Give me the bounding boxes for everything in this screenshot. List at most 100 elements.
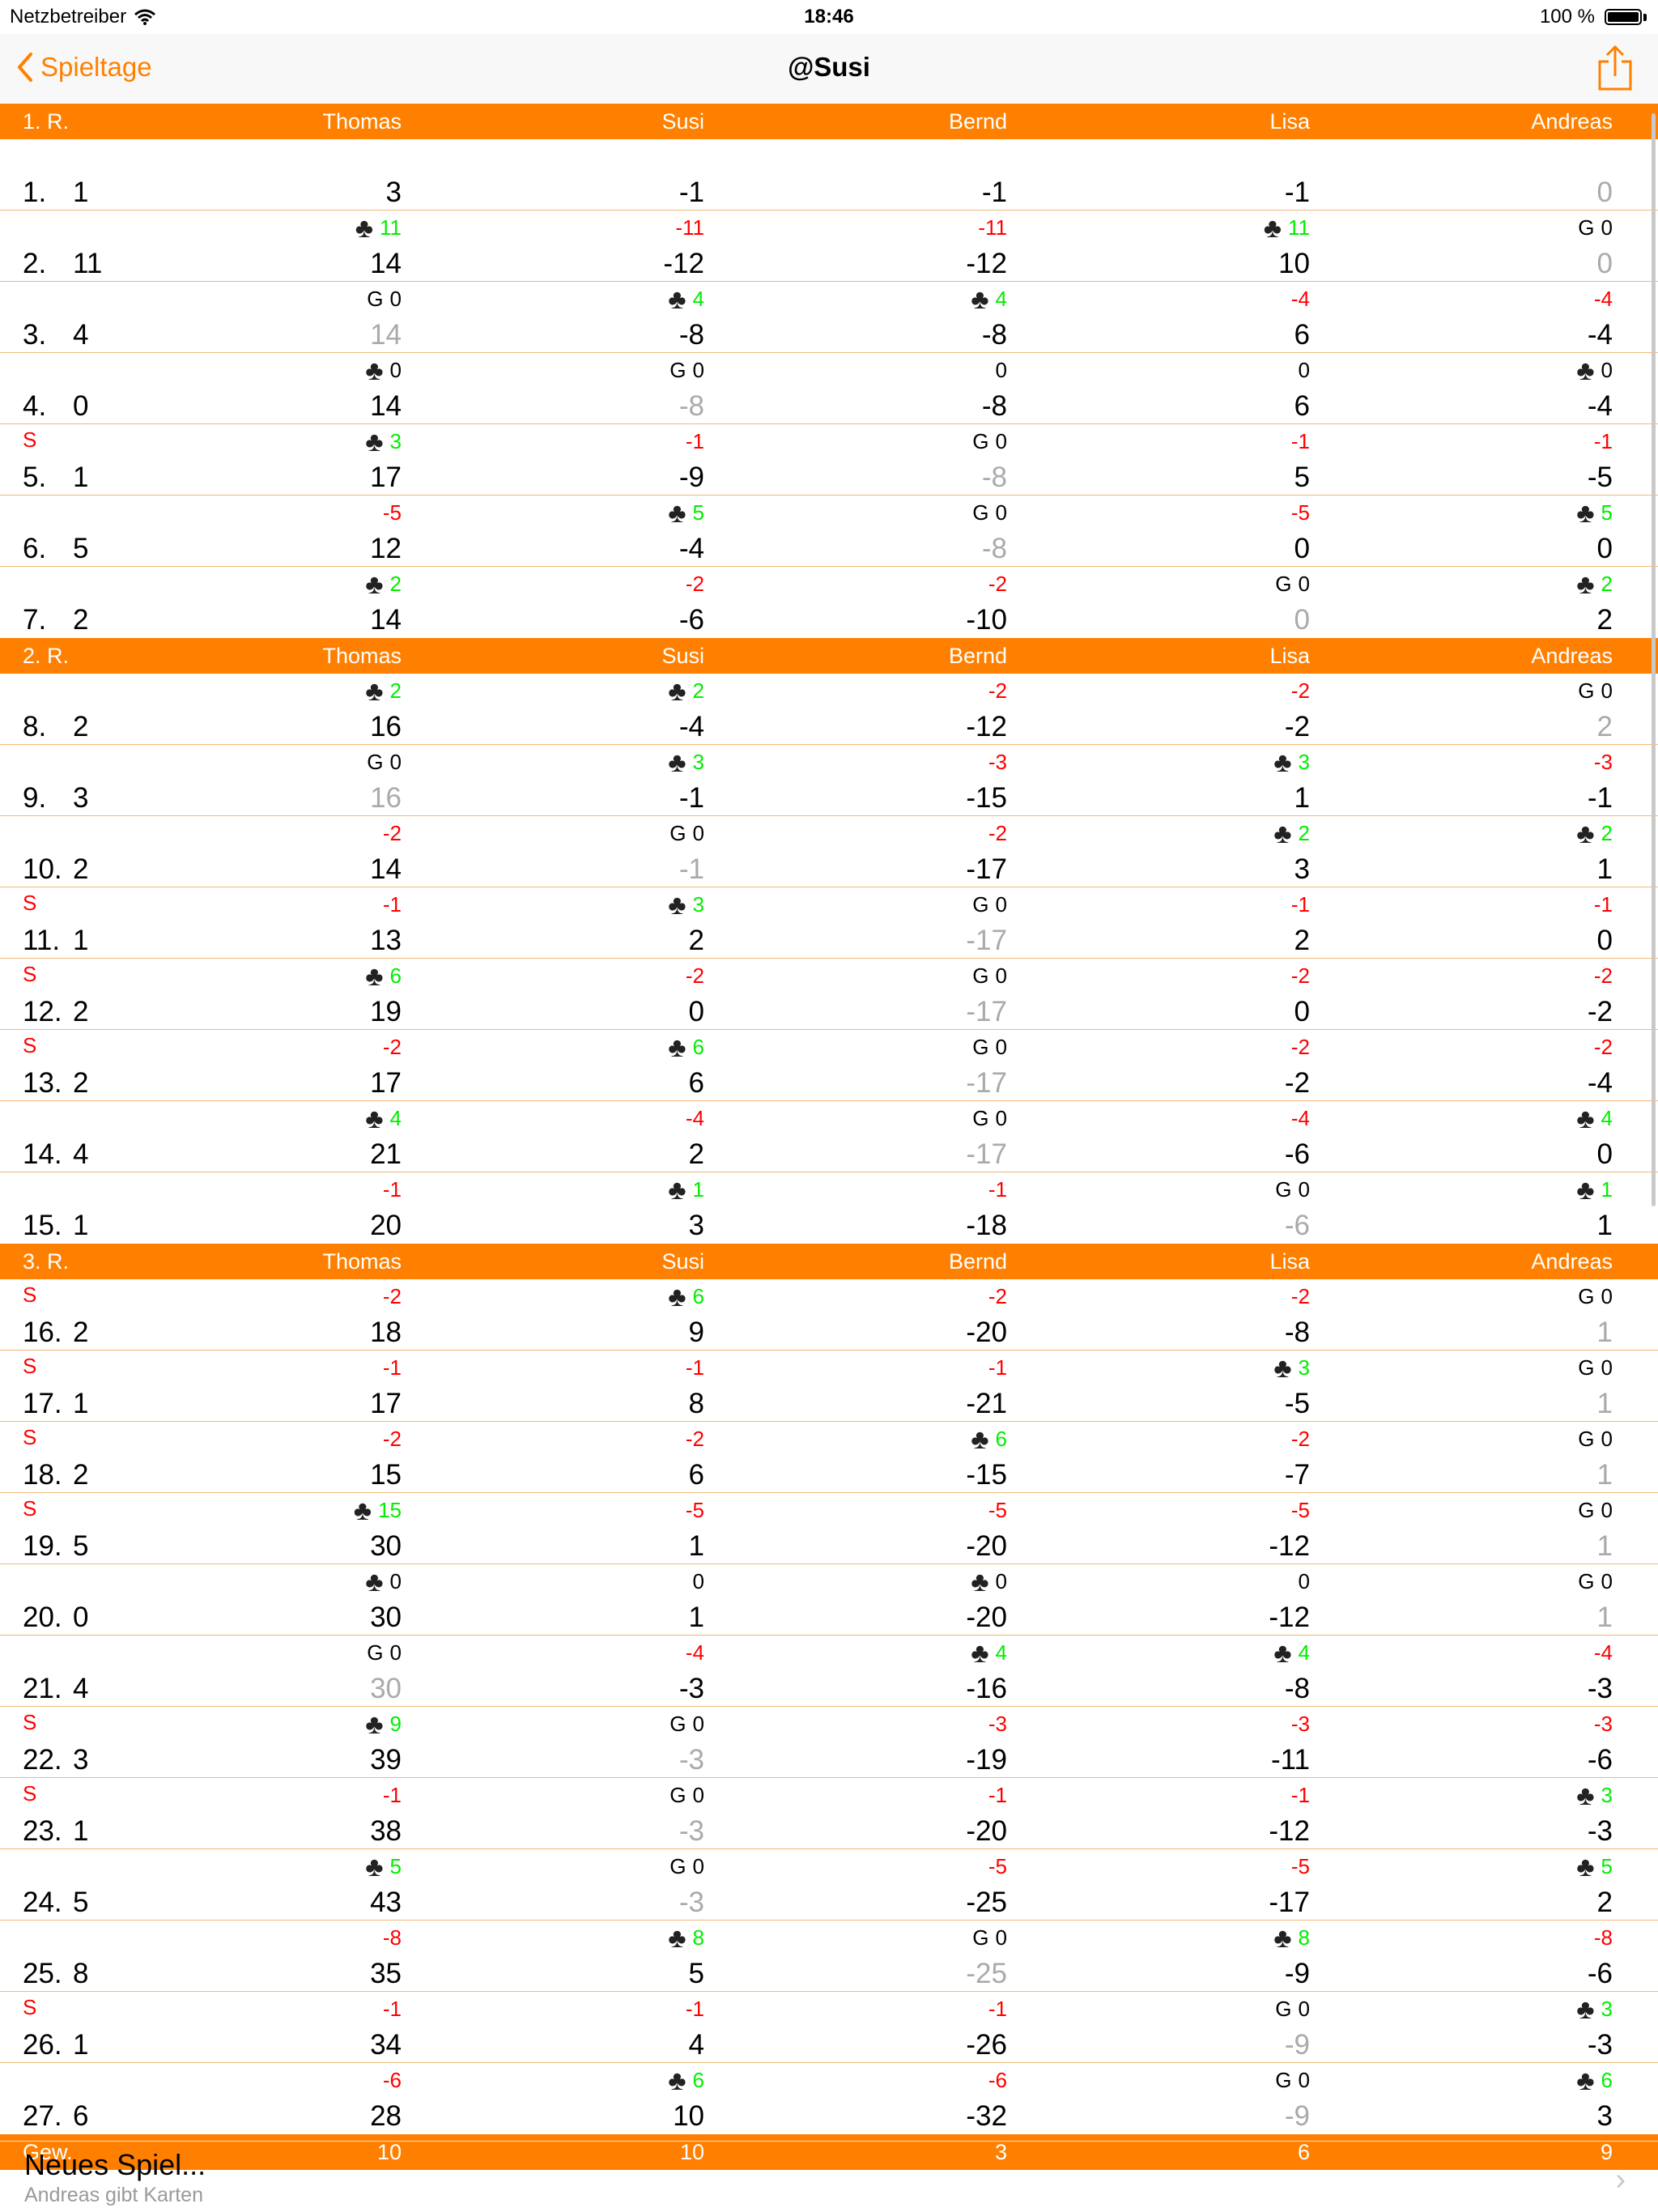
score-cell: ♣ 3 17 [207, 424, 402, 496]
game-row[interactable]: S 18. 2 -2 15 -2 6 ♣ 6 -15 -2 -7 G 0 1 [0, 1422, 1658, 1493]
round-points: -3 [1594, 1712, 1613, 1737]
wins-value: 10 [679, 2140, 704, 2164]
round-points: ♣ 5 [365, 1853, 402, 1881]
game-row[interactable]: S 16. 2 -2 18 ♣ 6 9 -2 -20 -2 -8 G 0 1 [0, 1279, 1658, 1351]
new-game-row[interactable]: Neues Spiel... Andreas gibt Karten › [0, 2141, 1658, 2212]
round-points: ♣ 3 [1576, 1996, 1613, 2023]
scrollbar[interactable] [1652, 113, 1656, 1206]
points-value: 6 [389, 963, 402, 988]
club-icon: ♣ [1576, 568, 1595, 600]
round-points: -2 [988, 572, 1007, 597]
game-row[interactable]: 14. 4 ♣ 4 21 -4 2 G 0 -17 -4 -6 ♣ 4 0 [0, 1101, 1658, 1172]
running-total: -1 [678, 782, 704, 814]
game-row[interactable]: 7. 2 ♣ 2 14 -2 -6 -2 -10 G 0 0 ♣ 2 2 [0, 567, 1658, 638]
game-row[interactable]: S 19. 5 ♣ 15 30 -5 1 -5 -20 -5 -12 G 0 1 [0, 1493, 1658, 1564]
points-value: 0 [1298, 1569, 1310, 1593]
round-points: -8 [1594, 1925, 1613, 1950]
game-number: 6. [23, 533, 47, 564]
game-row[interactable]: 8. 2 ♣ 2 16 ♣ 2 -4 -2 -12 -2 -2 G 0 2 [0, 674, 1658, 745]
score-cell: -5 12 [207, 496, 402, 567]
points-value: 0 [389, 287, 402, 311]
score-cell: -2 0 [1116, 959, 1310, 1030]
share-button[interactable] [1595, 44, 1635, 92]
score-cell: -1 -20 [813, 1778, 1007, 1849]
running-total: 1 [1596, 1459, 1613, 1491]
club-icon: ♣ [668, 889, 687, 921]
game-row[interactable]: S 13. 2 -2 17 ♣ 6 6 G 0 -17 -2 -2 -2 -4 [0, 1030, 1658, 1101]
running-total: -2 [1284, 711, 1310, 742]
geber-marker: G [972, 892, 989, 917]
running-total: 1 [1596, 1317, 1613, 1348]
game-value: 2 [73, 1317, 89, 1348]
game-row[interactable]: 21. 4 G 0 30 -4 -3 ♣ 4 -16 ♣ 4 -8 -4 -3 [0, 1636, 1658, 1707]
club-icon: ♣ [355, 212, 373, 244]
running-total: -25 [966, 1958, 1007, 1989]
score-cell: ♣ 3 -1 [510, 745, 704, 816]
round-points: -2 [1291, 1284, 1310, 1309]
score-cell: ♣ 5 -4 [510, 496, 704, 567]
points-value: -6 [382, 2068, 402, 2092]
round-points: -2 [383, 1035, 402, 1060]
score-cell: ♣ 5 43 [207, 1849, 402, 1921]
points-value: -11 [978, 215, 1007, 240]
score-cell: -2 15 [207, 1422, 402, 1493]
running-total: 3 [688, 1210, 704, 1241]
points-value: -2 [382, 1035, 402, 1059]
club-icon: ♣ [668, 497, 687, 529]
points-value: 6 [692, 1035, 704, 1059]
score-cell: -1 0 [1418, 887, 1613, 959]
solo-marker: S [23, 1033, 37, 1057]
game-value: 2 [73, 853, 89, 885]
game-row[interactable]: 27. 6 -6 28 ♣ 6 10 -6 -32 G 0 -9 ♣ 6 3 [0, 2063, 1658, 2134]
round-points: -3 [988, 1712, 1007, 1737]
game-row[interactable]: 2. 11 ♣ 11 14 -11 -12 -11 -12 ♣ 11 10 G 0 0 [0, 211, 1658, 282]
round-points: -5 [988, 1854, 1007, 1879]
running-total: -12 [663, 248, 704, 279]
game-row[interactable]: S 5. 1 ♣ 3 17 -1 -9 G 0 -8 -1 5 -1 -5 [0, 424, 1658, 496]
game-row[interactable]: 25. 8 -8 35 ♣ 8 5 G 0 -25 ♣ 8 -9 -8 -6 [0, 1921, 1658, 1992]
back-button[interactable]: Spieltage [16, 47, 152, 87]
running-total: -9 [678, 462, 704, 493]
game-row[interactable]: S 22. 3 ♣ 9 39 G 0 -3 -3 -19 -3 -11 -3 -6 [0, 1707, 1658, 1778]
game-row[interactable]: S 26. 1 -1 34 -1 4 -1 -26 G 0 -9 ♣ 3 -3 [0, 1992, 1658, 2063]
solo-marker: S [23, 891, 37, 915]
running-total: 39 [370, 1744, 402, 1776]
points-value: -1 [1593, 429, 1613, 453]
running-total: -8 [1284, 1317, 1310, 1348]
game-number: 12. [23, 996, 62, 1027]
running-total: 6 [1294, 319, 1310, 351]
running-total: 6 [688, 1067, 704, 1099]
game-row[interactable]: 6. 5 -5 12 ♣ 5 -4 G 0 -8 -5 0 ♣ 5 0 [0, 496, 1658, 567]
solo-marker: S [23, 1781, 37, 1806]
game-row[interactable]: 15. 1 -1 20 ♣ 1 3 -1 -18 G 0 -6 ♣ 1 1 [0, 1172, 1658, 1244]
points-value: 2 [389, 678, 402, 703]
player-name-lisa: Lisa [1269, 1249, 1310, 1274]
player-name-lisa: Lisa [1269, 644, 1310, 668]
score-cell: -4 2 [510, 1101, 704, 1172]
game-row[interactable]: 10. 2 -2 14 G 0 -1 -2 -17 ♣ 2 3 ♣ 2 1 [0, 816, 1658, 887]
score-cell: -1 20 [207, 1172, 402, 1244]
running-total: -8 [981, 319, 1007, 351]
game-row[interactable]: 24. 5 ♣ 5 43 G 0 -3 -5 -25 -5 -17 ♣ 5 2 [0, 1849, 1658, 1921]
round-points: -2 [1291, 678, 1310, 704]
round-points: -1 [686, 1997, 704, 2022]
game-row[interactable]: S 23. 1 -1 38 G 0 -3 -1 -20 -1 -12 ♣ 3 -3 [0, 1778, 1658, 1849]
running-total: -3 [1587, 1815, 1613, 1847]
score-cell: -2 -8 [1116, 1279, 1310, 1351]
game-row[interactable]: 1. 1 3 -1 -1 -1 0 [0, 139, 1658, 211]
game-row[interactable]: S 11. 1 -1 13 ♣ 3 2 G 0 -17 -1 2 -1 0 [0, 887, 1658, 959]
game-row[interactable]: 9. 3 G 0 16 ♣ 3 -1 -3 -15 ♣ 3 1 -3 -1 [0, 745, 1658, 816]
game-row[interactable]: 4. 0 ♣ 0 14 G 0 -8 0 -8 0 6 ♣ 0 -4 [0, 353, 1658, 424]
game-row[interactable]: 3. 4 G 0 14 ♣ 4 -8 ♣ 4 -8 -4 6 -4 -4 [0, 282, 1658, 353]
points-value: 5 [389, 1854, 402, 1878]
running-total: -20 [966, 1602, 1007, 1633]
points-value: -4 [1593, 287, 1613, 311]
game-row[interactable]: S 12. 2 ♣ 6 19 -2 0 G 0 -17 -2 0 -2 -2 [0, 959, 1658, 1030]
game-row[interactable]: S 17. 1 -1 17 -1 8 -1 -21 ♣ 3 -5 G 0 1 [0, 1351, 1658, 1422]
geber-marker: G [1578, 1284, 1595, 1308]
game-row[interactable]: 20. 0 ♣ 0 30 0 1 ♣ 0 -20 0 -12 G 0 1 [0, 1564, 1658, 1636]
score-cell: -3 -6 [1418, 1707, 1613, 1778]
